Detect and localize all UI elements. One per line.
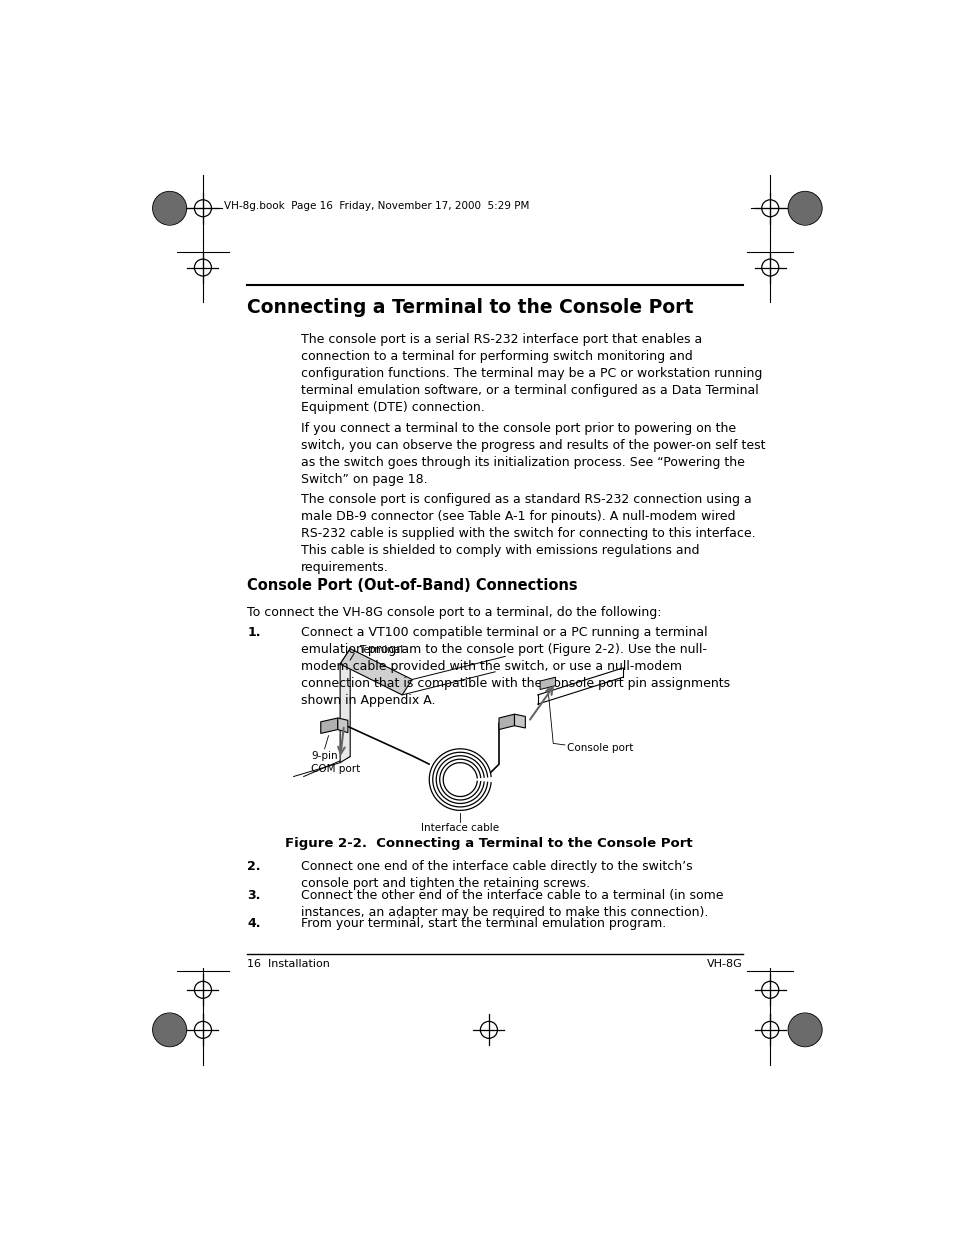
- Text: Console port: Console port: [567, 742, 633, 752]
- Text: VH-8G: VH-8G: [706, 960, 742, 969]
- Polygon shape: [498, 714, 514, 730]
- Polygon shape: [337, 718, 348, 732]
- Text: Terminal: Terminal: [359, 645, 403, 655]
- Text: From your terminal, start the terminal emulation program.: From your terminal, start the terminal e…: [301, 916, 666, 930]
- Text: Figure 2-2.  Connecting a Terminal to the Console Port: Figure 2-2. Connecting a Terminal to the…: [285, 837, 692, 851]
- Text: The console port is configured as a standard RS-232 connection using a
male DB-9: The console port is configured as a stan…: [301, 493, 755, 574]
- Circle shape: [787, 191, 821, 225]
- Text: Console Port (Out-of-Band) Connections: Console Port (Out-of-Band) Connections: [247, 578, 578, 593]
- Polygon shape: [539, 677, 555, 689]
- Text: Connect the other end of the interface cable to a terminal (in some
instances, a: Connect the other end of the interface c…: [301, 889, 723, 919]
- Circle shape: [787, 1013, 821, 1047]
- Polygon shape: [514, 714, 525, 727]
- Text: 2.: 2.: [247, 861, 260, 873]
- Text: 4.: 4.: [247, 916, 260, 930]
- Text: If you connect a terminal to the console port prior to powering on the
switch, y: If you connect a terminal to the console…: [301, 421, 765, 485]
- Text: 1.: 1.: [247, 626, 260, 638]
- Text: Connecting a Terminal to the Console Port: Connecting a Terminal to the Console Por…: [247, 299, 693, 317]
- Text: VH-8g.book  Page 16  Friday, November 17, 2000  5:29 PM: VH-8g.book Page 16 Friday, November 17, …: [224, 201, 529, 211]
- Text: 3.: 3.: [247, 889, 260, 902]
- Text: To connect the VH-8G console port to a terminal, do the following:: To connect the VH-8G console port to a t…: [247, 606, 661, 619]
- Polygon shape: [340, 648, 350, 763]
- Polygon shape: [320, 718, 337, 734]
- Circle shape: [152, 1013, 187, 1047]
- Polygon shape: [340, 648, 412, 695]
- Text: 16  Installation: 16 Installation: [247, 960, 330, 969]
- Text: Connect a VT100 compatible terminal or a PC running a terminal
emulation program: Connect a VT100 compatible terminal or a…: [301, 626, 730, 706]
- Text: Connect one end of the interface cable directly to the switch’s
console port and: Connect one end of the interface cable d…: [301, 861, 692, 890]
- Text: Interface cable: Interface cable: [420, 824, 498, 834]
- Circle shape: [152, 191, 187, 225]
- Text: 9-pin
COM port: 9-pin COM port: [311, 751, 360, 774]
- Text: The console port is a serial RS-232 interface port that enables a
connection to : The console port is a serial RS-232 inte…: [301, 333, 762, 414]
